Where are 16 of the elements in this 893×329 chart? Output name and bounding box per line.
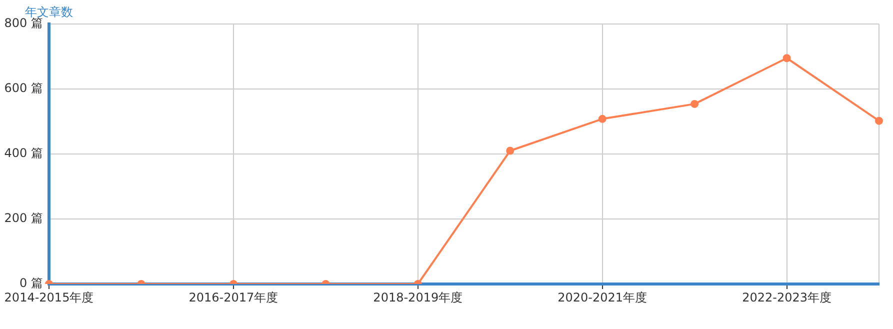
point <box>782 54 791 62</box>
y-tick-label: 400 篇 <box>4 146 43 160</box>
x-tick-label: 2022-2023年度 <box>742 290 832 304</box>
y-tick-label: 200 篇 <box>4 211 43 226</box>
x-tick-label: 2020-2021年度 <box>558 290 648 304</box>
y-tick-label: 600 篇 <box>4 81 43 96</box>
point <box>690 100 699 108</box>
y-tick-label: 0 篇 <box>20 276 43 290</box>
x-tick-label: 2018-2019年度 <box>373 290 463 304</box>
y-tick-label: 800 篇 <box>4 16 43 30</box>
point <box>506 146 514 155</box>
x-tick-label: 2016-2017年度 <box>188 290 278 304</box>
y-axis-title: 年文章数 <box>25 4 73 19</box>
point <box>875 116 883 125</box>
point <box>598 114 606 123</box>
x-tick-label: 2014-2015年度 <box>4 290 94 304</box>
